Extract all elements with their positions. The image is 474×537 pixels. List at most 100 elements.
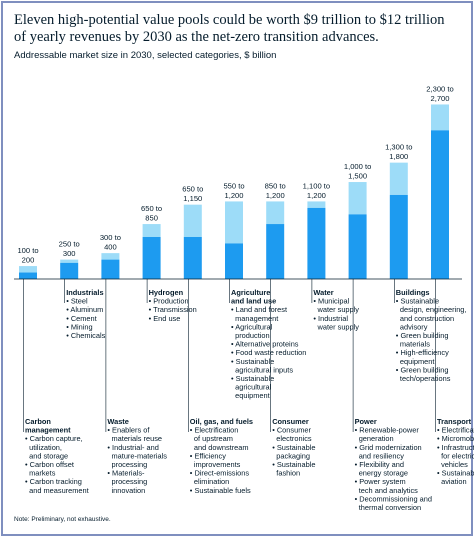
category-item-7-0-0: • Municipal [313,297,349,306]
value-label-8-0: 1,000 to [344,162,371,171]
category-item-8-2-0: • Flexibility and [355,460,404,469]
category-item-5-0-1: management [231,314,278,323]
category-name-4-0: Oil, gas, and fuels [190,417,253,426]
category-item-0-1-1: markets [25,469,56,478]
category-name-6-0: Consumer [272,417,309,426]
category-item-8-0-1: generation [355,434,394,443]
category-item-9-0-0: • Sustainable [396,297,439,306]
value-label-6-1: 1,200 [266,191,285,200]
category-item-2-2-1: processing [107,477,147,486]
category-item-6-0-1: electronics [272,434,312,443]
bar-low-1 [60,262,79,279]
value-label-2-1: 400 [104,243,117,252]
category-item-2-0-1: materials reuse [107,434,162,443]
category-item-10-3-0: • Sustainable [437,469,474,478]
category-item-9-2-1: equipment [396,357,435,366]
category-item-9-0-2: and construction [396,314,454,323]
category-item-5-2-0: • Alternative proteins [231,340,299,349]
category-name-1-0: Industrials [66,288,103,297]
value-label-6-0: 850 to [265,181,286,190]
category-item-1-4-0: • Chemicals [66,331,105,340]
category-item-1-3-0: • Mining [66,322,92,331]
category-item-3-1-0: • Transmission [149,305,197,314]
value-label-4-0: 650 to [182,185,203,194]
bar-range-1 [60,259,79,263]
category-item-9-1-1: materials [396,340,430,349]
bar-range-2 [101,253,120,260]
category-item-7-0-1: water supply [313,305,359,314]
category-item-6-0-0: • Consumer [272,426,311,435]
category-name-9-0: Buildings [396,288,430,297]
category-item-4-2-0: • Direct-emissions [190,469,250,478]
value-label-4-1: 1,150 [183,194,202,203]
bar-range-6 [266,201,285,225]
value-label-10-0: 2,300 to [426,84,453,93]
bar-low-6 [266,224,285,279]
category-item-9-2-0: • High-efficiency [396,348,449,357]
category-name-10-0: Transport [437,417,472,426]
category-item-2-2-0: • Materials- [107,469,145,478]
category-item-5-5-2: equipment [231,391,270,400]
category-item-0-0-0: • Carbon capture, [25,434,83,443]
category-item-3-2-0: • End use [149,314,181,323]
category-item-5-4-0: • Sustainable [231,357,274,366]
category-name-3-0: Hydrogen [149,288,184,297]
leader-lines-layer [23,279,436,432]
category-item-2-1-0: • Industrial- and [107,443,158,452]
bar-range-0 [19,266,37,273]
category-item-5-4-1: agricultural inputs [231,365,293,374]
category-item-6-1-1: packaging [272,451,310,460]
category-item-2-1-1: mature-materials [107,451,167,460]
category-item-7-1-0: • Industrial [313,314,348,323]
bar-low-3 [142,236,161,279]
category-item-8-3-1: tech and analytics [355,486,419,495]
category-item-7-1-1: water supply [313,322,359,331]
bar-range-5 [225,201,243,244]
category-item-4-0-2: and downstream [190,443,249,452]
category-item-8-3-0: • Power system [355,477,406,486]
category-item-5-5-0: • Sustainable [231,374,274,383]
category-item-1-1-0: • Aluminum [66,305,103,314]
category-name-5-1: and land use [231,297,276,306]
bar-range-3 [142,224,161,237]
category-item-5-5-1: agricultural [231,383,272,392]
category-item-10-2-1: for electric [437,451,474,460]
category-item-0-0-1: utilization, [25,443,62,452]
category-item-0-2-0: • Carbon tracking [25,477,82,486]
value-label-1-1: 300 [63,249,76,258]
category-item-9-3-0: • Green building [396,365,449,374]
bar-low-9 [389,194,408,279]
category-item-10-3-1: aviation [437,477,467,486]
value-label-1-0: 250 to [59,240,80,249]
category-item-4-3-0: • Sustainable fuels [190,486,251,495]
category-item-2-1-2: processing [107,460,147,469]
category-item-9-0-1: design, engineering, [396,305,467,314]
value-label-9-1: 1,800 [389,152,408,161]
category-item-0-0-2: and storage [25,451,68,460]
category-item-10-2-0: • Infrastructure [437,443,474,452]
category-name-7-0: Water [313,288,333,297]
category-item-8-4-0: • Decommissioning and [355,494,432,503]
category-item-10-2-2: vehicles [437,460,468,469]
bar-low-7 [307,207,326,279]
bar-low-10 [431,130,449,279]
category-item-2-2-2: innovation [107,486,145,495]
category-name-2-0: Waste [107,417,128,426]
footnote: Note: Preliminary, not exhaustive. [14,516,111,523]
category-item-6-2-1: fashion [272,469,300,478]
category-item-6-1-0: • Sustainable [272,443,315,452]
category-item-8-2-1: energy storage [355,469,408,478]
category-item-4-2-1: elimination [190,477,229,486]
category-item-8-1-0: • Grid modernization [355,443,422,452]
value-label-0-0: 100 to [17,246,38,255]
category-item-5-0-0: • Land and forest [231,305,287,314]
value-label-5-0: 550 to [223,181,244,190]
category-item-10-0-0: • Electrification [437,426,474,435]
category-item-8-0-0: • Renewable-power [355,426,420,435]
bars-layer [19,104,449,279]
category-item-5-3-0: • Food waste reduction [231,348,306,357]
value-label-3-0: 650 to [141,204,162,213]
value-label-9-0: 1,300 to [385,143,412,152]
